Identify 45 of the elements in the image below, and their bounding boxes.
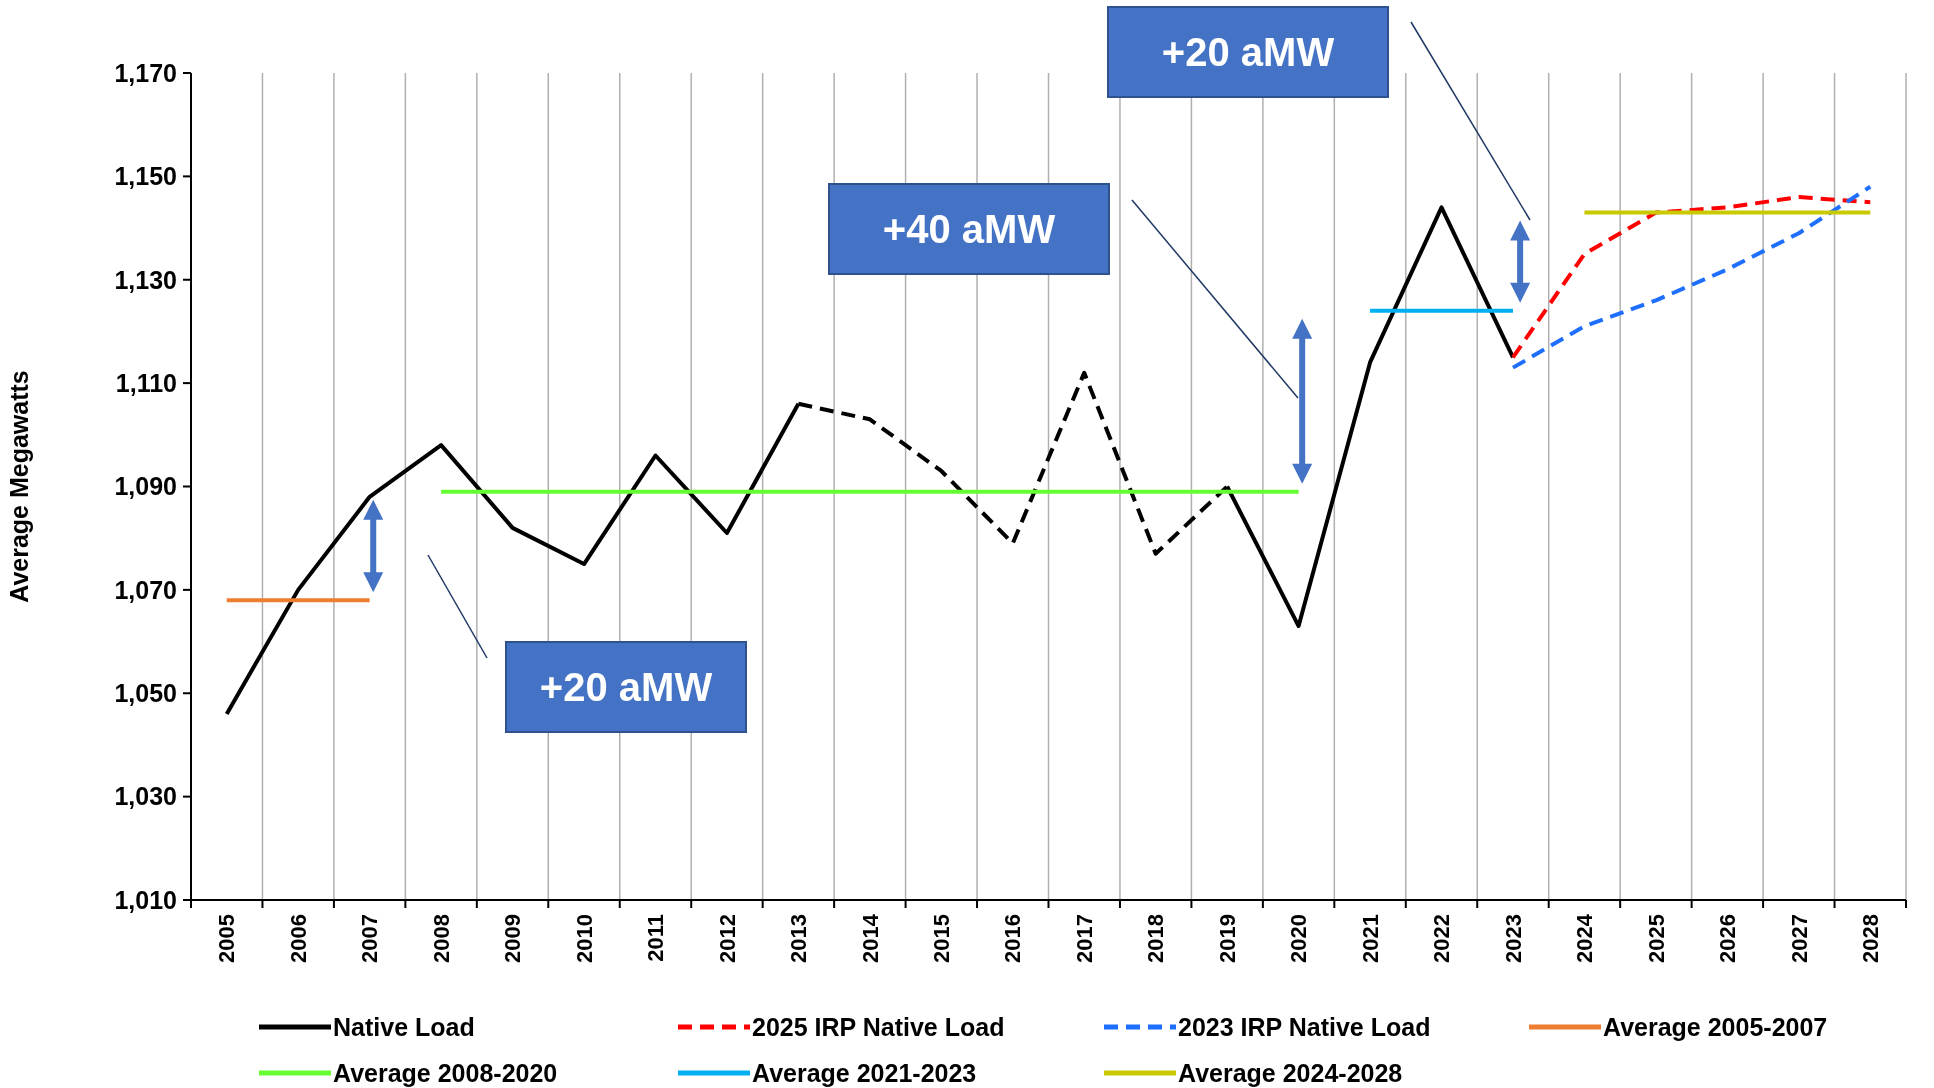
x-tick-label: 2024 xyxy=(1572,913,1598,963)
annotation: +20 aMW xyxy=(1161,30,1335,74)
y-tick-label: 1,070 xyxy=(114,575,177,604)
legend-label: Average 2005-2007 xyxy=(1603,1012,1828,1041)
x-tick-label: 2014 xyxy=(857,913,883,963)
x-tick-label: 2019 xyxy=(1214,914,1240,963)
x-tick-label: 2026 xyxy=(1715,914,1741,963)
y-tick-label: 1,030 xyxy=(114,782,177,811)
x-tick-label: 2013 xyxy=(786,914,812,963)
x-tick-label: 2005 xyxy=(214,914,240,963)
legend-label: Native Load xyxy=(333,1012,475,1041)
x-tick-label: 2006 xyxy=(285,914,311,963)
y-tick-label: 1,150 xyxy=(114,162,177,191)
y-tick-label: 1,130 xyxy=(114,265,177,294)
x-tick-label: 2020 xyxy=(1286,914,1312,963)
x-tick-label: 2010 xyxy=(571,914,597,963)
x-tick-label: 2011 xyxy=(643,914,669,962)
x-tick-label: 2018 xyxy=(1143,914,1169,963)
y-tick-label: 1,010 xyxy=(114,885,177,914)
legend-label: Average 2008-2020 xyxy=(333,1058,558,1087)
x-tick-label: 2022 xyxy=(1429,914,1455,963)
legend-label: 2025 IRP Native Load xyxy=(752,1012,1005,1041)
x-tick-label: 2021 xyxy=(1357,914,1383,963)
x-tick-label: 2012 xyxy=(714,914,740,963)
x-tick-label: 2008 xyxy=(428,914,454,963)
legend-label: Average 2024-2028 xyxy=(1178,1058,1403,1087)
x-tick-label: 2023 xyxy=(1500,914,1526,963)
y-tick-label: 1,110 xyxy=(115,368,177,397)
x-tick-label: 2025 xyxy=(1643,914,1669,963)
x-tick-label: 2017 xyxy=(1071,914,1097,963)
line-series xyxy=(796,370,1230,556)
y-tick-label: 1,170 xyxy=(114,58,177,87)
y-tick-label: 1,090 xyxy=(114,472,177,501)
legend-label: Average 2021-2023 xyxy=(752,1058,977,1087)
y-tick-label: 1,050 xyxy=(114,679,177,707)
x-tick-label: 2015 xyxy=(929,914,955,963)
annotation: +20 aMW xyxy=(539,665,713,709)
x-tick-label: 2007 xyxy=(357,914,383,963)
legend-label: 2023 IRP Native Load xyxy=(1178,1012,1431,1041)
x-tick-label: 2016 xyxy=(1000,914,1026,963)
annotation: +40 aMW xyxy=(882,207,1056,251)
x-tick-label: 2009 xyxy=(500,914,526,963)
x-tick-label: 2028 xyxy=(1857,914,1883,963)
x-tick-label: 2027 xyxy=(1786,914,1812,963)
y-axis-title: Average Megawatts xyxy=(5,370,33,603)
